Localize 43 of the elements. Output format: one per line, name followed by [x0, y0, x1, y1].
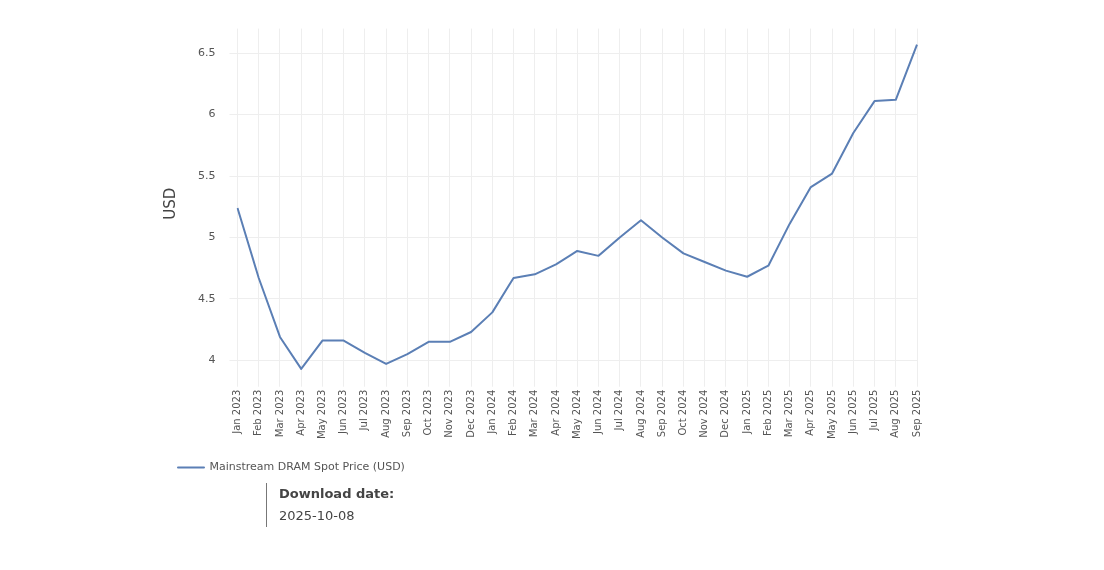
x-tick-label: Jul 2023: [358, 389, 370, 432]
x-tick-label: Nov 2023: [443, 389, 455, 438]
y-tick-label: 5: [208, 230, 216, 244]
x-tick-label: Jul 2024: [613, 389, 625, 432]
x-tick-label: Aug 2025: [889, 389, 901, 438]
x-tick-label: May 2025: [825, 389, 837, 440]
x-tick-label: Mar 2024: [528, 389, 540, 438]
x-tick-label: Jun 2024: [592, 389, 604, 435]
x-tick-label: Oct 2023: [422, 389, 434, 436]
x-tick-label: Oct 2024: [677, 389, 689, 436]
x-tick-label: Sep 2024: [655, 389, 667, 438]
x-tick-label: Jan 2023: [231, 389, 243, 435]
y-tick-label: 6.5: [197, 46, 216, 60]
x-tick-label: Jun 2023: [337, 389, 349, 435]
x-tick-label: Sep 2023: [400, 389, 412, 438]
x-tick-label: Jan 2024: [485, 389, 497, 435]
x-tick-label: Jan 2025: [740, 389, 752, 435]
x-tick-label: Apr 2024: [549, 389, 561, 436]
x-tick-label: Feb 2023: [252, 389, 264, 437]
x-tick-label: Apr 2023: [294, 389, 306, 436]
x-tick-label: Jul 2025: [868, 389, 880, 432]
y-tick-label: 6: [208, 107, 216, 121]
text: Download date:: [279, 485, 396, 503]
x-tick-label: May 2024: [570, 389, 582, 440]
x-tick-label: Jun 2025: [846, 389, 858, 435]
x-tick-label: Mar 2023: [273, 389, 285, 438]
text: 2025-10-08: [279, 507, 356, 525]
x-tick-label: May 2023: [316, 389, 328, 440]
x-tick-label: Mar 2025: [783, 389, 795, 438]
x-tick-label: Feb 2025: [761, 389, 773, 437]
x-tick-label: Apr 2025: [804, 389, 816, 436]
x-tick-label: Aug 2024: [634, 389, 646, 438]
y-tick-label: 4: [208, 353, 216, 367]
x-tick-label: Dec 2024: [719, 389, 731, 438]
x-tick-label: Sep 2025: [910, 389, 922, 438]
x-tick-label: Dec 2023: [464, 389, 476, 438]
y-axis-title: USD: [160, 187, 179, 220]
y-tick-label: 4.5: [197, 291, 216, 305]
x-tick-label: Feb 2024: [507, 389, 519, 437]
y-tick-label: 5.5: [197, 168, 216, 182]
legend-label: Mainstream DRAM Spot Price (USD): [209, 460, 405, 474]
x-tick-label: Nov 2024: [698, 389, 710, 438]
x-tick-label: Aug 2023: [379, 389, 391, 438]
